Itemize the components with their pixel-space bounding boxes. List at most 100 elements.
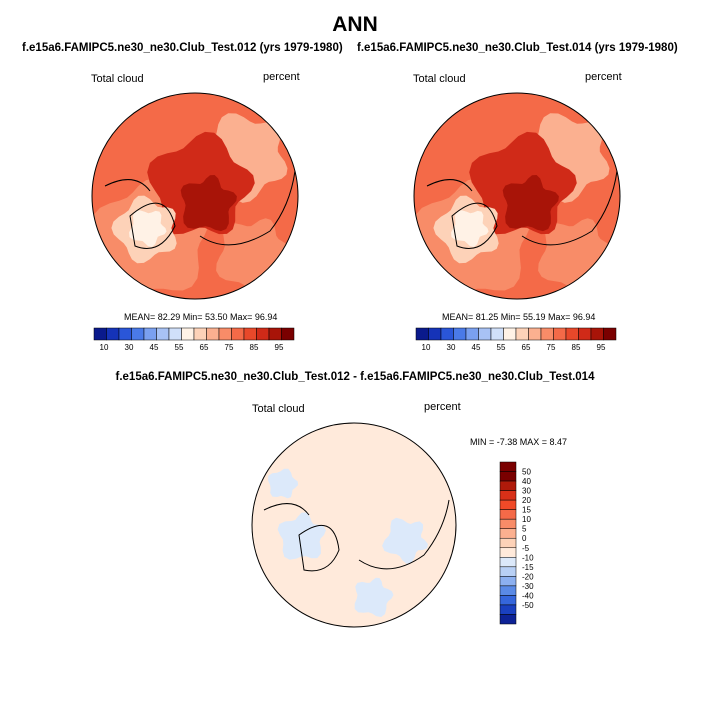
colorbar-tick-label: -30 xyxy=(522,582,534,591)
colorbar-tick-label: 55 xyxy=(175,343,184,352)
colorbar-swatch xyxy=(499,537,517,549)
colorbar-tick-label: 15 xyxy=(522,506,531,515)
colorbar-tick-label: 40 xyxy=(522,477,531,486)
coastline xyxy=(129,202,176,249)
field-contour xyxy=(277,512,326,560)
colorbar-tick-label: -15 xyxy=(522,563,534,572)
coastline xyxy=(263,499,450,570)
colorbar-swatch xyxy=(268,327,282,341)
colorbar-swatch xyxy=(603,327,617,341)
field-contour xyxy=(129,210,167,247)
panel1-title: f.e15a6.FAMIPC5.ne30_ne30.Club_Test.012 … xyxy=(22,42,343,54)
colorbar-swatch xyxy=(499,595,517,606)
colorbar-swatch xyxy=(143,327,157,341)
colorbar-swatch xyxy=(553,327,567,341)
colorbar-swatch xyxy=(503,327,517,341)
colorbar-swatch xyxy=(499,490,517,501)
field-contour xyxy=(502,175,559,232)
colorbar-tick-label: 95 xyxy=(275,343,284,352)
map-border xyxy=(413,92,621,300)
colorbar-swatch xyxy=(131,327,145,341)
panel1-left-label: Total cloud xyxy=(91,73,144,85)
panel1-map xyxy=(91,92,299,300)
colorbar-tick-label: 55 xyxy=(497,343,506,352)
colorbar-swatch xyxy=(499,547,517,558)
colorbar-swatch xyxy=(499,528,517,539)
colorbar-swatch xyxy=(281,327,295,341)
colorbar-tick-label: 65 xyxy=(522,343,531,352)
colorbar-swatch xyxy=(440,327,454,341)
colorbar-swatch xyxy=(193,327,207,341)
colorbar-swatch xyxy=(499,576,517,587)
colorbar-tick-label: 30 xyxy=(125,343,134,352)
colorbar-swatch xyxy=(181,327,195,341)
colorbar-swatch xyxy=(499,604,517,615)
field-background xyxy=(252,423,456,627)
colorbar-swatch xyxy=(499,566,517,577)
panel3-units: percent xyxy=(424,401,461,413)
colorbar-swatch xyxy=(428,327,442,341)
colorbar-tick-label: 10 xyxy=(422,343,431,352)
colorbar-tick-label: 45 xyxy=(150,343,159,352)
field-contour xyxy=(354,577,394,617)
colorbar-tick-label: 0 xyxy=(522,534,527,543)
panel2-left-label: Total cloud xyxy=(413,73,466,85)
colorbar-swatch xyxy=(206,327,220,341)
colorbar-swatch xyxy=(499,480,517,491)
colorbar-swatch xyxy=(453,327,467,341)
colorbar-swatch xyxy=(499,614,517,625)
colorbar-tick-label: 5 xyxy=(522,525,527,534)
panel2-map xyxy=(413,92,621,300)
colorbar-swatch xyxy=(499,557,517,568)
panel1-colorbar: 10 30 45 55 65 75 85 95 xyxy=(93,327,295,352)
colorbar-swatch xyxy=(415,327,429,341)
colorbar-tick-label: 85 xyxy=(572,343,581,352)
colorbar-swatch xyxy=(243,327,257,341)
coastline xyxy=(426,170,618,246)
colorbar-swatch xyxy=(499,499,517,510)
panel3-title: f.e15a6.FAMIPC5.ne30_ne30.Club_Test.012 … xyxy=(115,371,595,383)
colorbar-tick-label: 30 xyxy=(447,343,456,352)
colorbar-swatch xyxy=(218,327,232,341)
colorbar-tick-label: -10 xyxy=(522,553,534,562)
coastline xyxy=(104,170,296,246)
colorbar-swatch xyxy=(565,327,579,341)
field-contour xyxy=(180,175,237,232)
colorbar-tick-label: 10 xyxy=(100,343,109,352)
colorbar-tick-label: 85 xyxy=(250,343,259,352)
colorbar-tick-label: 50 xyxy=(522,468,531,477)
colorbar-swatch xyxy=(231,327,245,341)
colorbar-swatch xyxy=(499,509,517,520)
colorbar-tick-label: 75 xyxy=(547,343,556,352)
colorbar-tick-label: 75 xyxy=(225,343,234,352)
panel3-map xyxy=(251,422,457,628)
panel3-left-label: Total cloud xyxy=(252,403,305,415)
colorbar-swatch xyxy=(499,585,517,596)
panel1-stats: MEAN= 82.29 Min= 53.50 Max= 96.94 xyxy=(124,312,278,322)
colorbar-swatch xyxy=(528,327,542,341)
colorbar-tick-label: 45 xyxy=(472,343,481,352)
panel1-units: percent xyxy=(263,71,300,83)
field-contour xyxy=(451,210,489,247)
coastline xyxy=(451,202,498,249)
colorbar-swatch xyxy=(515,327,529,341)
panel2-colorbar: 10 30 45 55 65 75 85 95 xyxy=(415,327,617,352)
coastline xyxy=(298,525,340,572)
colorbar-swatch xyxy=(490,327,504,341)
panel2-stats: MEAN= 81.25 Min= 55.19 Max= 96.94 xyxy=(442,312,596,322)
colorbar-swatch xyxy=(93,327,107,341)
colorbar-swatch xyxy=(478,327,492,341)
colorbar-tick-label: 10 xyxy=(522,515,531,524)
colorbar-swatch xyxy=(256,327,270,341)
colorbar-swatch xyxy=(499,461,517,472)
colorbar-tick-label: 20 xyxy=(522,496,531,505)
colorbar-swatch xyxy=(499,471,517,482)
map-border xyxy=(251,422,457,628)
colorbar-tick-label: -5 xyxy=(522,544,530,553)
panel2-units: percent xyxy=(585,71,622,83)
colorbar-swatch xyxy=(156,327,170,341)
colorbar-tick-label: -40 xyxy=(522,591,534,600)
